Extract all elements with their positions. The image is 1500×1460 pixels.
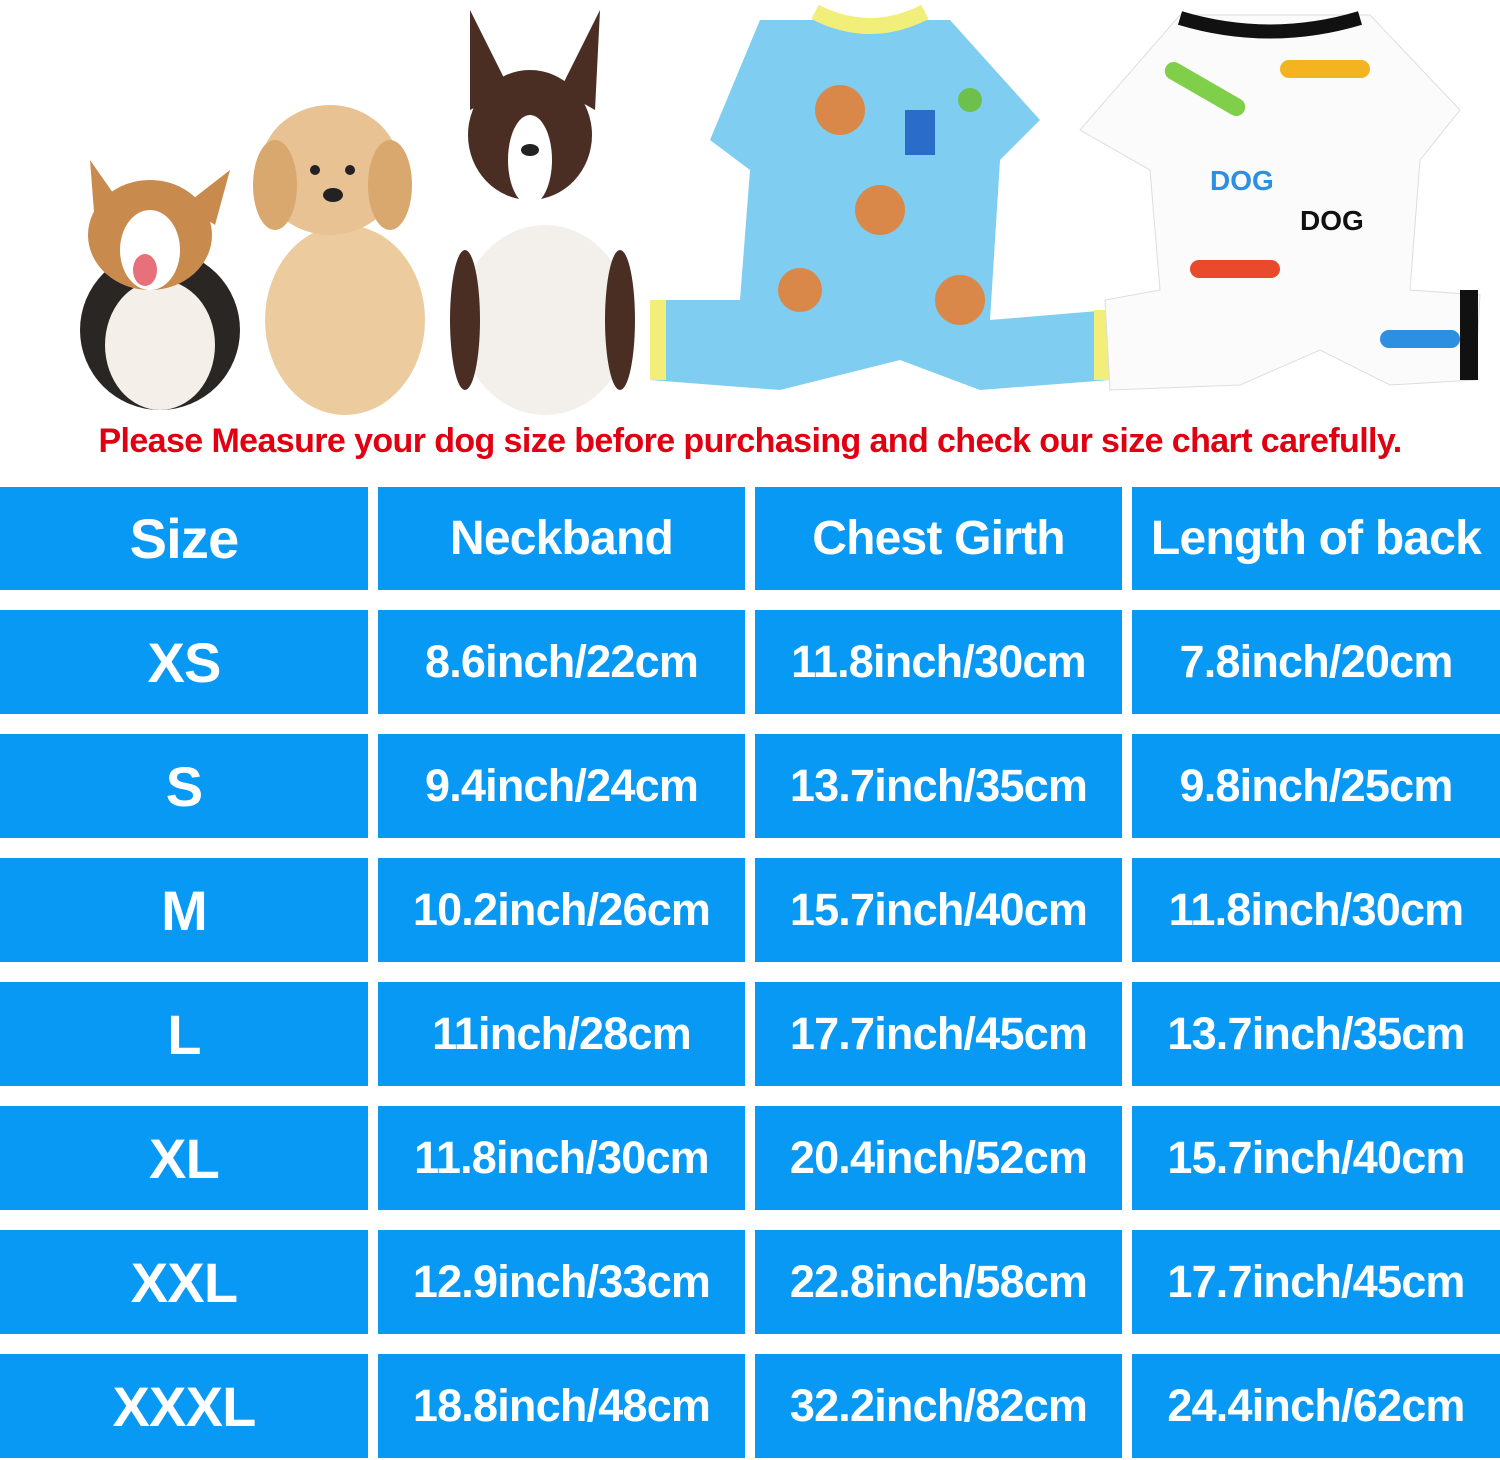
cell-size: XL [0,1106,368,1210]
cell-chest-girth: 20.4inch/52cm [755,1106,1122,1210]
header-neckband: Neckband [378,487,745,590]
cell-size: XXL [0,1230,368,1334]
cell-chest-girth: 11.8inch/30cm [755,610,1122,714]
cell-length-of-back: 11.8inch/30cm [1132,858,1500,962]
cell-size: M [0,858,368,962]
cell-neckband: 11.8inch/30cm [378,1106,745,1210]
cell-chest-girth: 17.7inch/45cm [755,982,1122,1086]
cell-chest-girth: 15.7inch/40cm [755,858,1122,962]
product-photos: DOG DOG [0,0,1500,420]
cell-neckband: 8.6inch/22cm [378,610,745,714]
corgi-puppy-image [80,160,240,410]
size-chart-table: Size Neckband Chest Girth Length of back XS 8… [0,487,1500,1458]
cell-size: XXXL [0,1354,368,1458]
cell-chest-girth: 22.8inch/58cm [755,1230,1122,1334]
header-size: Size [0,487,368,590]
cell-neckband: 18.8inch/48cm [378,1354,745,1458]
cell-length-of-back: 13.7inch/35cm [1132,982,1500,1086]
header-chest-girth: Chest Girth [755,487,1122,590]
cell-neckband: 12.9inch/33cm [378,1230,745,1334]
blue-corgi-pajamas-image [650,4,1110,390]
white-dog-bone-pajamas-image: DOG DOG [1079,11,1481,391]
cell-size: XS [0,610,368,714]
svg-text:DOG: DOG [1210,165,1274,196]
cell-length-of-back: 7.8inch/20cm [1132,610,1500,714]
cell-size: S [0,734,368,838]
cell-chest-girth: 32.2inch/82cm [755,1354,1122,1458]
cell-neckband: 10.2inch/26cm [378,858,745,962]
cell-length-of-back: 9.8inch/25cm [1132,734,1500,838]
cell-length-of-back: 15.7inch/40cm [1132,1106,1500,1210]
cell-size: L [0,982,368,1086]
cell-neckband: 11inch/28cm [378,982,745,1086]
measure-notice: Please Measure your dog size before purc… [98,422,1402,460]
header-length-of-back: Length of back [1132,487,1500,590]
cell-neckband: 9.4inch/24cm [378,734,745,838]
golden-retriever-puppy-image [253,105,425,415]
cell-length-of-back: 17.7inch/45cm [1132,1230,1500,1334]
cell-length-of-back: 24.4inch/62cm [1132,1354,1500,1458]
svg-text:DOG: DOG [1300,205,1364,236]
cell-chest-girth: 13.7inch/35cm [755,734,1122,838]
border-collie-image [450,10,635,415]
